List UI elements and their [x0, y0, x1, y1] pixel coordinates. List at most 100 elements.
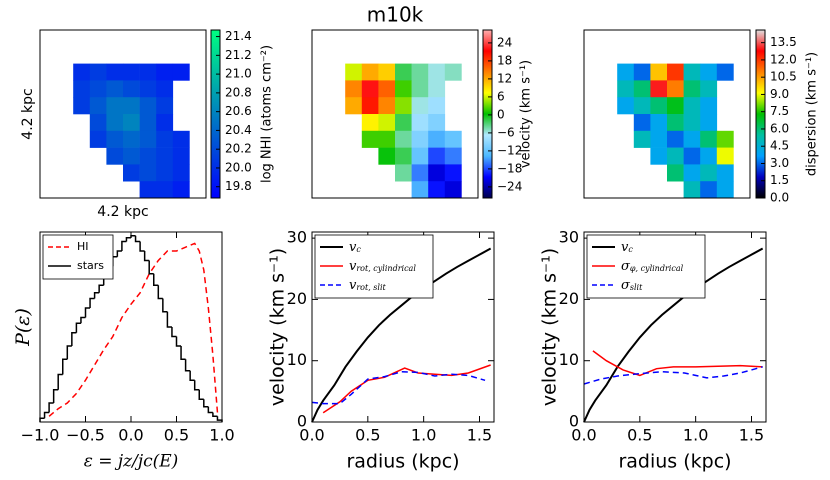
map-cell — [444, 130, 462, 148]
map-cell — [700, 181, 718, 199]
map-cell — [444, 63, 462, 81]
histogram-step — [134, 235, 141, 243]
histogram-step — [66, 345, 72, 360]
map-cell — [650, 63, 668, 81]
histogram-step — [57, 373, 63, 390]
map-cell — [73, 63, 91, 81]
legend-label: σφ, cylindrical — [621, 259, 684, 274]
colorbar — [210, 29, 221, 199]
x-tick-label: 0.5 — [355, 426, 380, 445]
map-cell — [667, 80, 684, 98]
histogram-step — [48, 402, 54, 413]
map-cell — [716, 147, 734, 165]
map-cell — [345, 63, 363, 81]
y-axis-label: P(ε) — [12, 308, 34, 347]
map-cell — [428, 164, 446, 182]
map-cell — [700, 97, 718, 115]
legend-name: σ — [621, 278, 631, 293]
map-cell — [361, 130, 379, 148]
map-cell — [123, 114, 140, 132]
histogram-step — [203, 399, 209, 408]
x-tick-label: 0.0 — [299, 426, 324, 445]
chart-title: m10k — [367, 3, 424, 27]
x-tick-label: −0.5 — [66, 426, 105, 445]
colorbar-tick-label: −12 — [497, 143, 522, 157]
map-cell — [633, 130, 651, 148]
x-tick-label: 0.0 — [118, 426, 143, 445]
map-cell — [123, 130, 140, 148]
histogram-step — [39, 417, 45, 422]
map-cell — [156, 147, 174, 165]
map-cell — [667, 147, 684, 165]
map-cell — [650, 114, 668, 132]
map-cell — [716, 164, 734, 182]
map-cell — [139, 63, 157, 81]
map-cell — [106, 130, 124, 148]
map-cell — [378, 97, 396, 115]
map-cell — [378, 63, 396, 81]
map-cell — [428, 114, 446, 132]
histogram-step — [52, 388, 59, 403]
colorbar-tick-label: 20.0 — [225, 160, 252, 174]
histogram-step — [125, 236, 131, 242]
map-cell — [650, 130, 668, 148]
map-cell — [395, 63, 412, 81]
map-cell — [683, 130, 701, 148]
map-cell — [73, 80, 91, 98]
map-cell — [89, 97, 107, 115]
y-tick-label: 20 — [287, 289, 307, 308]
map-cell — [156, 97, 174, 115]
axes-frame — [311, 231, 495, 423]
map-cell — [156, 130, 174, 148]
colorbar-tick-label: 12 — [497, 71, 512, 85]
map-cell — [650, 147, 668, 165]
map-cell — [361, 80, 379, 98]
x-axis-label: radius (kpc) — [346, 451, 459, 473]
map-cell — [617, 63, 635, 81]
map-cell — [411, 147, 429, 165]
legend-name: σ — [621, 259, 631, 274]
legend-subscript: rot, slit — [356, 283, 386, 292]
y-tick-label: 0 — [297, 412, 307, 431]
colorbar-tick-label: 21.0 — [225, 67, 252, 81]
map-cell — [139, 164, 157, 182]
histogram-step — [89, 297, 95, 308]
x-tick-label: 1.0 — [209, 426, 234, 445]
legend-label: vrot, slit — [349, 278, 387, 293]
map-cell — [683, 147, 701, 165]
histogram-step — [207, 406, 213, 414]
map-cell — [172, 181, 190, 199]
colorbar — [755, 29, 766, 199]
colorbar-label: dispersion (km s⁻¹) — [805, 52, 820, 176]
map-cell — [444, 147, 462, 165]
colorbar-tick-label: 19.8 — [225, 179, 252, 193]
colorbar-tick-label: 20.2 — [225, 142, 252, 156]
map-cell — [395, 147, 412, 165]
colorbar-tick-label: 12.0 — [770, 52, 797, 66]
map-cell — [139, 130, 157, 148]
colorbar-tick-label: 10.5 — [770, 70, 797, 84]
legend-subscript: slit — [630, 283, 643, 292]
histogram-step — [162, 298, 168, 313]
map-cell — [683, 181, 701, 199]
x-tick-label: 1.5 — [739, 426, 764, 445]
histogram-step — [98, 284, 104, 293]
series-line — [592, 350, 763, 377]
colorbar-tick-label: 6 — [497, 89, 505, 103]
map-cell — [411, 63, 429, 81]
legend-name: v — [349, 240, 357, 255]
colorbar-tick-label: 20.6 — [225, 104, 252, 118]
map-cell — [683, 164, 701, 182]
x-tick-label: −1.0 — [21, 426, 60, 445]
histogram-step — [153, 273, 159, 286]
map-cell — [89, 114, 107, 132]
x-tick-label: 1.0 — [411, 426, 436, 445]
map-cell — [106, 147, 124, 165]
map-cell — [106, 63, 124, 81]
map-frame — [39, 29, 207, 199]
series-line — [583, 366, 763, 385]
legend-subscript: c — [628, 245, 633, 254]
map-cell — [395, 80, 412, 98]
colorbar-tick-label: 21.2 — [225, 48, 252, 62]
map-cell — [716, 181, 734, 199]
